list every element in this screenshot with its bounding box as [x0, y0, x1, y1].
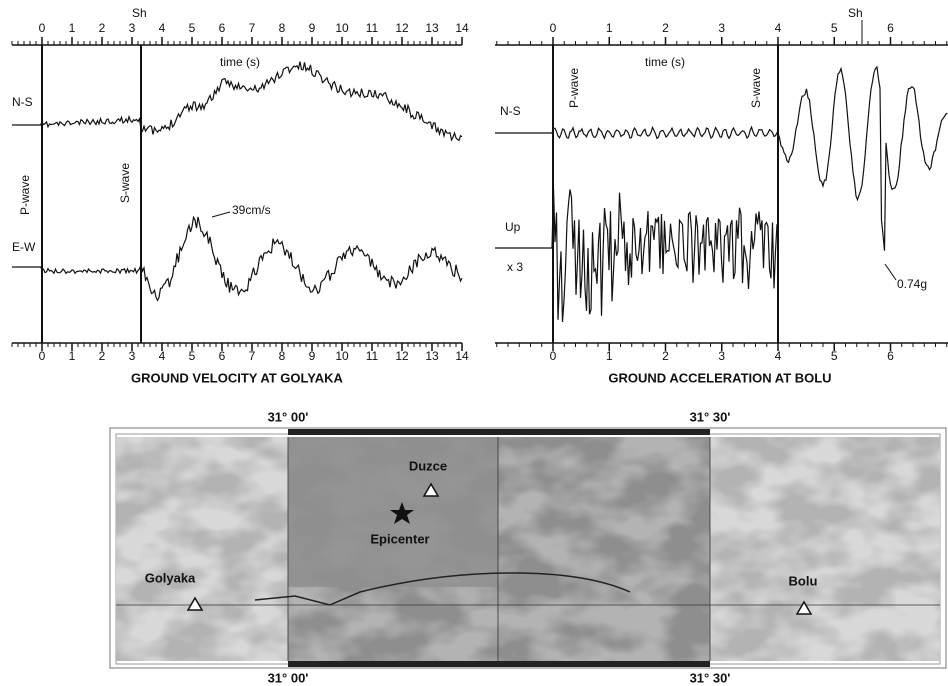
annotation-arrow [212, 212, 230, 217]
phase-label: P-wave [567, 68, 581, 108]
longitude-label: 31° 30' [690, 409, 731, 424]
phase-label: S-wave [118, 163, 132, 203]
tick-label: 0 [39, 21, 46, 35]
tick-label: 0 [550, 349, 557, 363]
tick-label: 5 [831, 349, 838, 363]
place-label: Duzce [409, 458, 447, 473]
tick-label: 7 [249, 21, 256, 35]
panel-title: GROUND VELOCITY AT GOLYAKA [131, 370, 343, 385]
tick-label: 6 [219, 349, 226, 363]
tick-label: 4 [159, 349, 166, 363]
tick-label: 5 [189, 21, 196, 35]
place-label: Golyaka [145, 570, 196, 585]
scale-label: x 3 [507, 260, 523, 274]
tick-label: 5 [189, 349, 196, 363]
tick-label: 0 [39, 349, 46, 363]
tick-label: 1 [69, 349, 76, 363]
sh-marker: Sh [132, 6, 147, 20]
waveform [495, 127, 777, 138]
trace-label: N-S [500, 104, 521, 118]
trace-label: N-S [12, 95, 33, 109]
tick-label: 14 [455, 21, 469, 35]
annotation: 0.74g [897, 277, 927, 291]
tick-label: 3 [718, 21, 725, 35]
tick-label: 13 [425, 21, 439, 35]
map: 31° 00' 31° 30' 31° 00' 31° 30' Duzce Ep… [110, 409, 946, 685]
tick-label: 9 [309, 21, 316, 35]
place-label: Bolu [789, 573, 818, 588]
tick-label: 7 [249, 349, 256, 363]
phase-label: S-wave [749, 68, 763, 108]
tick-label: 4 [775, 21, 782, 35]
tick-label: 13 [425, 349, 439, 363]
acceleration-panel: Sh time (s) N-S Up x 3 P-wave S-wave 0.7… [495, 6, 948, 385]
tick-label: 14 [455, 349, 469, 363]
tick-label: 6 [887, 21, 894, 35]
waveform [12, 217, 462, 300]
tick-label: 11 [366, 21, 379, 35]
tick-label: 12 [395, 21, 409, 35]
tick-label: 12 [395, 349, 409, 363]
waveform [12, 62, 462, 141]
tick-label: 3 [718, 349, 725, 363]
tick-label: 6 [219, 21, 226, 35]
tick-label: 10 [335, 349, 349, 363]
phase-label: P-wave [18, 175, 32, 215]
tick-label: 2 [662, 21, 669, 35]
terrain [116, 437, 940, 661]
tick-label: 10 [335, 21, 349, 35]
tick-label: 4 [775, 349, 782, 363]
tick-label: 2 [662, 349, 669, 363]
waveform [495, 188, 777, 322]
annotation-arrow [885, 264, 896, 280]
axis-label: time (s) [220, 55, 260, 69]
tick-label: 1 [69, 21, 76, 35]
annotation: 39cm/s [232, 203, 271, 217]
tick-label: 0 [550, 21, 557, 35]
tick-label: 1 [606, 21, 613, 35]
axis-label: time (s) [645, 55, 685, 69]
longitude-label: 31° 00' [268, 409, 309, 424]
tick-label: 8 [279, 21, 286, 35]
tick-label: 2 [99, 21, 106, 35]
waveform [778, 67, 948, 251]
figure: Sh time (s) N-S E-W P-wave S-wave 39cm/s… [0, 0, 948, 686]
tick-label: 8 [279, 349, 286, 363]
trace-label: Up [505, 220, 521, 234]
scale-bar [288, 429, 710, 435]
tick-label: 4 [159, 21, 166, 35]
trace-label: E-W [12, 240, 36, 254]
tick-label: 3 [129, 21, 136, 35]
panel-title: GROUND ACCELERATION AT BOLU [608, 370, 831, 385]
sh-marker: Sh [848, 6, 863, 20]
tick-label: 2 [99, 349, 106, 363]
tick-label: 6 [887, 349, 894, 363]
tick-label: 1 [606, 349, 613, 363]
tick-label: 11 [366, 349, 379, 363]
scale-bar [288, 661, 710, 667]
longitude-label: 31° 00' [268, 670, 309, 685]
tick-label: 5 [831, 21, 838, 35]
velocity-panel: Sh time (s) N-S E-W P-wave S-wave 39cm/s… [12, 6, 469, 385]
tick-label: 3 [129, 349, 136, 363]
place-label: Epicenter [370, 531, 429, 546]
longitude-label: 31° 30' [690, 670, 731, 685]
tick-label: 9 [309, 349, 316, 363]
